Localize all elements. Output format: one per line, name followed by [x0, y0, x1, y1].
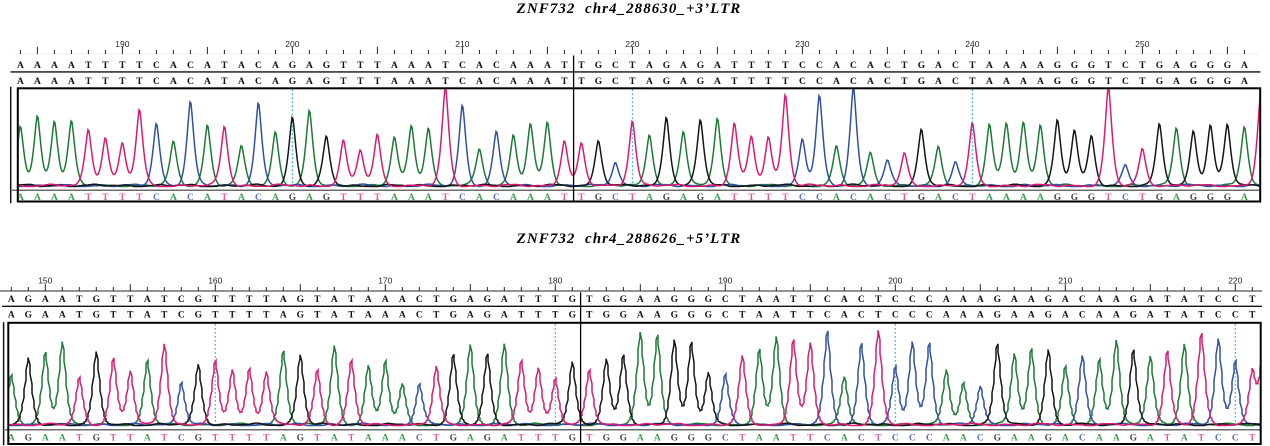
svg-text:220: 220 [1228, 276, 1242, 286]
svg-text:160: 160 [208, 276, 222, 286]
svg-text:210: 210 [1058, 276, 1072, 286]
svg-text:AAAATTTTCACATACAGAGTTTAAATCACA: AAAATTTTCACATACAGAGTTTAAATCACAAATTGCTAGA… [17, 61, 1248, 71]
svg-text:200: 200 [888, 276, 902, 286]
svg-text:190: 190 [115, 39, 129, 49]
svg-text:170: 170 [378, 276, 392, 286]
svg-text:210: 210 [455, 39, 469, 49]
svg-text:240: 240 [965, 39, 979, 49]
svg-text:150: 150 [38, 276, 52, 286]
svg-text:230: 230 [795, 39, 809, 49]
svg-text:ZNF732 chr4_288626_+5’LTR: ZNF732 chr4_288626_+5’LTR [516, 231, 742, 247]
svg-text:180: 180 [548, 276, 562, 286]
svg-text:250: 250 [1135, 39, 1149, 49]
svg-text:220: 220 [625, 39, 639, 49]
svg-text:190: 190 [718, 276, 732, 286]
svg-text:200: 200 [285, 39, 299, 49]
svg-text:ZNF732 chr4_288630_+3’LTR: ZNF732 chr4_288630_+3’LTR [516, 1, 742, 17]
svg-text:AAAATTTTCACATACAGAGTTTAAATCACA: AAAATTTTCACATACAGAGTTTAAATCACAAATTGCTAGA… [17, 77, 1248, 87]
